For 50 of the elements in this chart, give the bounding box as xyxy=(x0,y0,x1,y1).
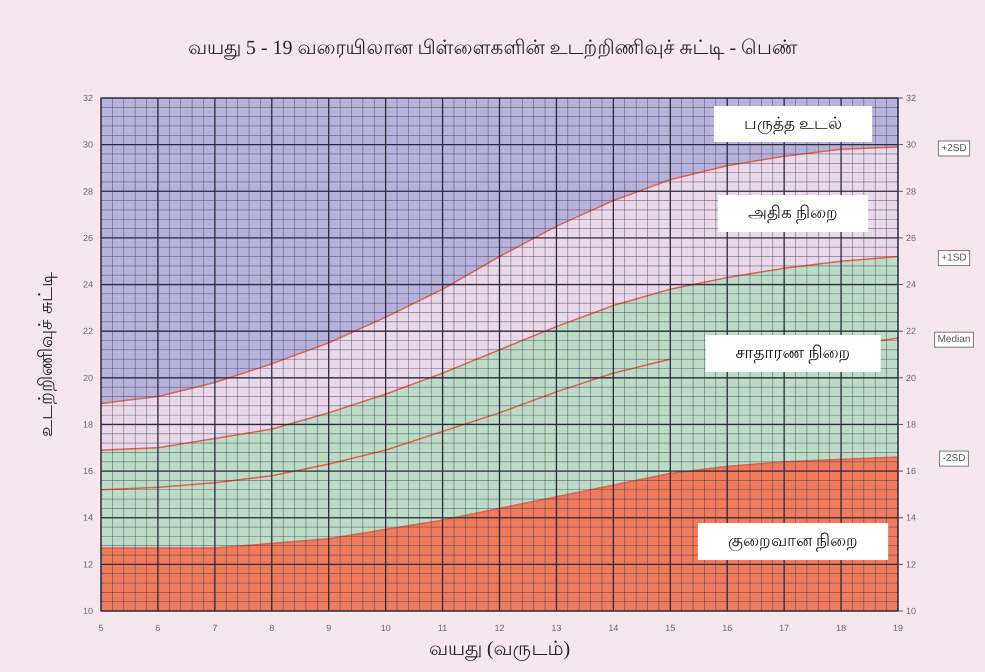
chart-title: வயது 5 - 19 வரையிலான பிள்ளைகளின் உடற்றிணிவுச் சுட்டி - பெண் xyxy=(188,37,798,60)
text: -2SD xyxy=(942,453,966,464)
y2-tick-label: 16 xyxy=(906,466,916,476)
x-tick-label: 12 xyxy=(494,623,505,633)
y-tick-label: 26 xyxy=(82,232,93,243)
y-tick-label: 30 xyxy=(82,140,93,150)
y2-tick-label: 28 xyxy=(906,186,916,196)
x-tick-label: 5 xyxy=(98,623,104,633)
y-tick-label: 20 xyxy=(82,372,93,383)
y2-tick-label: 22 xyxy=(906,326,916,336)
y2-tick-label: 14 xyxy=(906,512,916,523)
y-tick-label: 24 xyxy=(82,280,93,290)
x-tick-label: 9 xyxy=(326,623,332,633)
x-tick-label: 16 xyxy=(722,623,732,633)
y2-tick-label: 12 xyxy=(906,559,916,570)
y-tick-label: 32 xyxy=(82,93,93,103)
x-tick-label: 13 xyxy=(551,623,562,633)
y-tick-label: 16 xyxy=(82,466,93,476)
x-tick-label: 19 xyxy=(892,623,904,633)
annotation: பருத்த உடல் xyxy=(744,114,842,134)
y-tick-label: 22 xyxy=(82,326,93,336)
annotation: குறைவான நிறை xyxy=(728,531,858,552)
y-tick-label: 28 xyxy=(82,186,93,196)
x-tick-label: 7 xyxy=(212,623,218,633)
x-tick-label: 11 xyxy=(438,623,448,633)
y2-tick-label: 10 xyxy=(906,606,916,616)
y2-tick-label: 30 xyxy=(906,140,916,150)
y2-tick-label: 18 xyxy=(906,419,916,430)
annotation: சாதாரண நிறை xyxy=(735,343,851,364)
x-tick-label: 17 xyxy=(779,623,790,633)
y-axis-title: உடற்றிணிவுச் சுட்டி xyxy=(36,272,57,437)
y2-tick-label: 24 xyxy=(906,280,916,290)
y2-tick-label: 20 xyxy=(906,372,916,383)
x-tick-label: 18 xyxy=(836,623,846,633)
text: Median xyxy=(938,334,970,346)
annotation: அதிக நிறை xyxy=(748,203,838,224)
x-tick-label: 15 xyxy=(665,623,676,633)
y-tick-label: 14 xyxy=(82,512,93,523)
y-tick-label: 12 xyxy=(82,559,93,570)
x-axis-title: வயது (வருடம்) xyxy=(428,638,570,661)
x-tick-label: 14 xyxy=(608,623,618,633)
text: +1SD xyxy=(941,252,967,264)
x-tick-label: 10 xyxy=(380,623,391,633)
y2-tick-label: 32 xyxy=(906,93,916,103)
x-tick-label: 8 xyxy=(269,623,274,633)
text: +2SD xyxy=(941,142,967,154)
y2-tick-label: 26 xyxy=(906,232,916,243)
y-tick-label: 10 xyxy=(82,606,93,616)
x-tick-label: 6 xyxy=(155,623,160,633)
y-tick-label: 18 xyxy=(82,419,93,430)
